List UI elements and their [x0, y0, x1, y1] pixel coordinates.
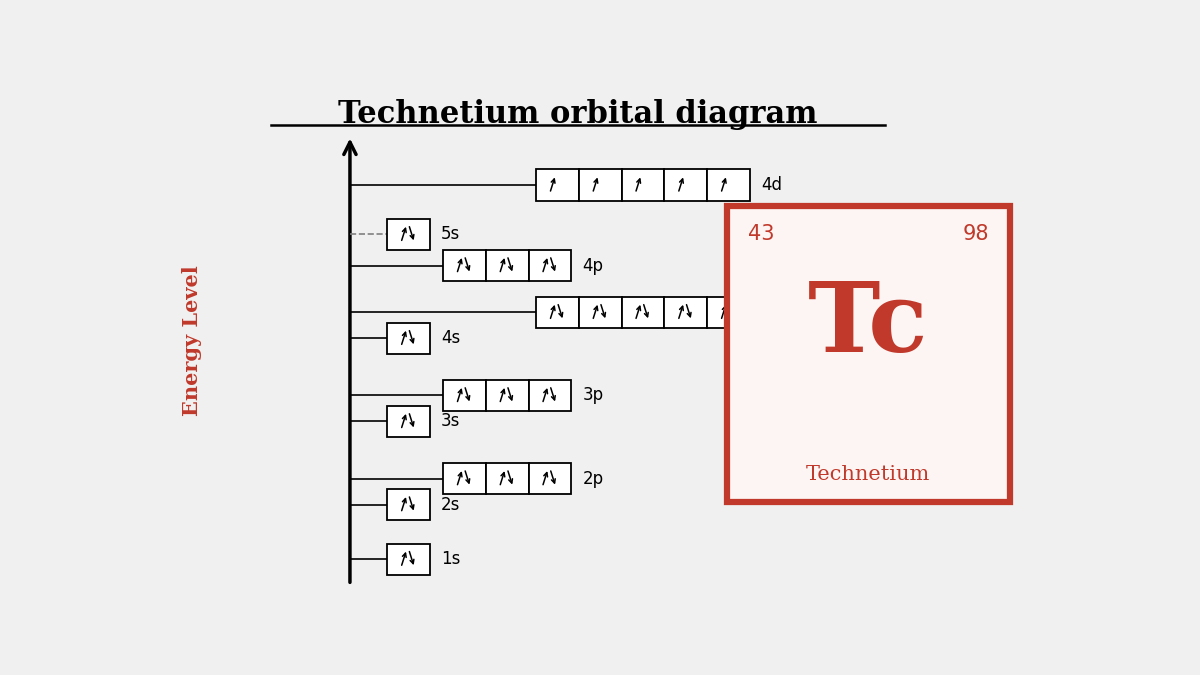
Bar: [622, 297, 665, 328]
FancyBboxPatch shape: [727, 206, 1010, 502]
Bar: [578, 169, 622, 200]
Text: 5s: 5s: [442, 225, 461, 243]
Text: 4d: 4d: [761, 176, 782, 194]
Bar: [536, 297, 578, 328]
Bar: [388, 489, 430, 520]
Text: 4s: 4s: [442, 329, 461, 347]
Text: 1s: 1s: [442, 550, 461, 568]
Bar: [443, 463, 486, 494]
Text: 3p: 3p: [582, 387, 604, 404]
Text: 43: 43: [748, 224, 774, 244]
Text: 3s: 3s: [442, 412, 461, 431]
Bar: [528, 463, 571, 494]
Bar: [443, 380, 486, 411]
Bar: [665, 169, 707, 200]
Bar: [486, 463, 528, 494]
Bar: [388, 219, 430, 250]
Text: 2s: 2s: [442, 495, 461, 514]
Bar: [707, 169, 750, 200]
Bar: [388, 543, 430, 575]
Bar: [528, 250, 571, 281]
Bar: [486, 250, 528, 281]
Bar: [528, 380, 571, 411]
Bar: [388, 323, 430, 354]
Bar: [388, 406, 430, 437]
Text: 4p: 4p: [582, 256, 604, 275]
Bar: [536, 169, 578, 200]
Text: Technetium orbital diagram: Technetium orbital diagram: [338, 99, 817, 130]
Text: Technetium: Technetium: [806, 465, 931, 484]
Bar: [443, 250, 486, 281]
Text: 3d: 3d: [761, 303, 782, 321]
Text: Tc: Tc: [808, 278, 929, 373]
Bar: [622, 169, 665, 200]
Text: 2p: 2p: [582, 470, 604, 487]
Bar: [578, 297, 622, 328]
Bar: [486, 380, 528, 411]
Text: 98: 98: [962, 224, 989, 244]
Bar: [707, 297, 750, 328]
Bar: [665, 297, 707, 328]
Text: Energy Level: Energy Level: [182, 265, 202, 416]
